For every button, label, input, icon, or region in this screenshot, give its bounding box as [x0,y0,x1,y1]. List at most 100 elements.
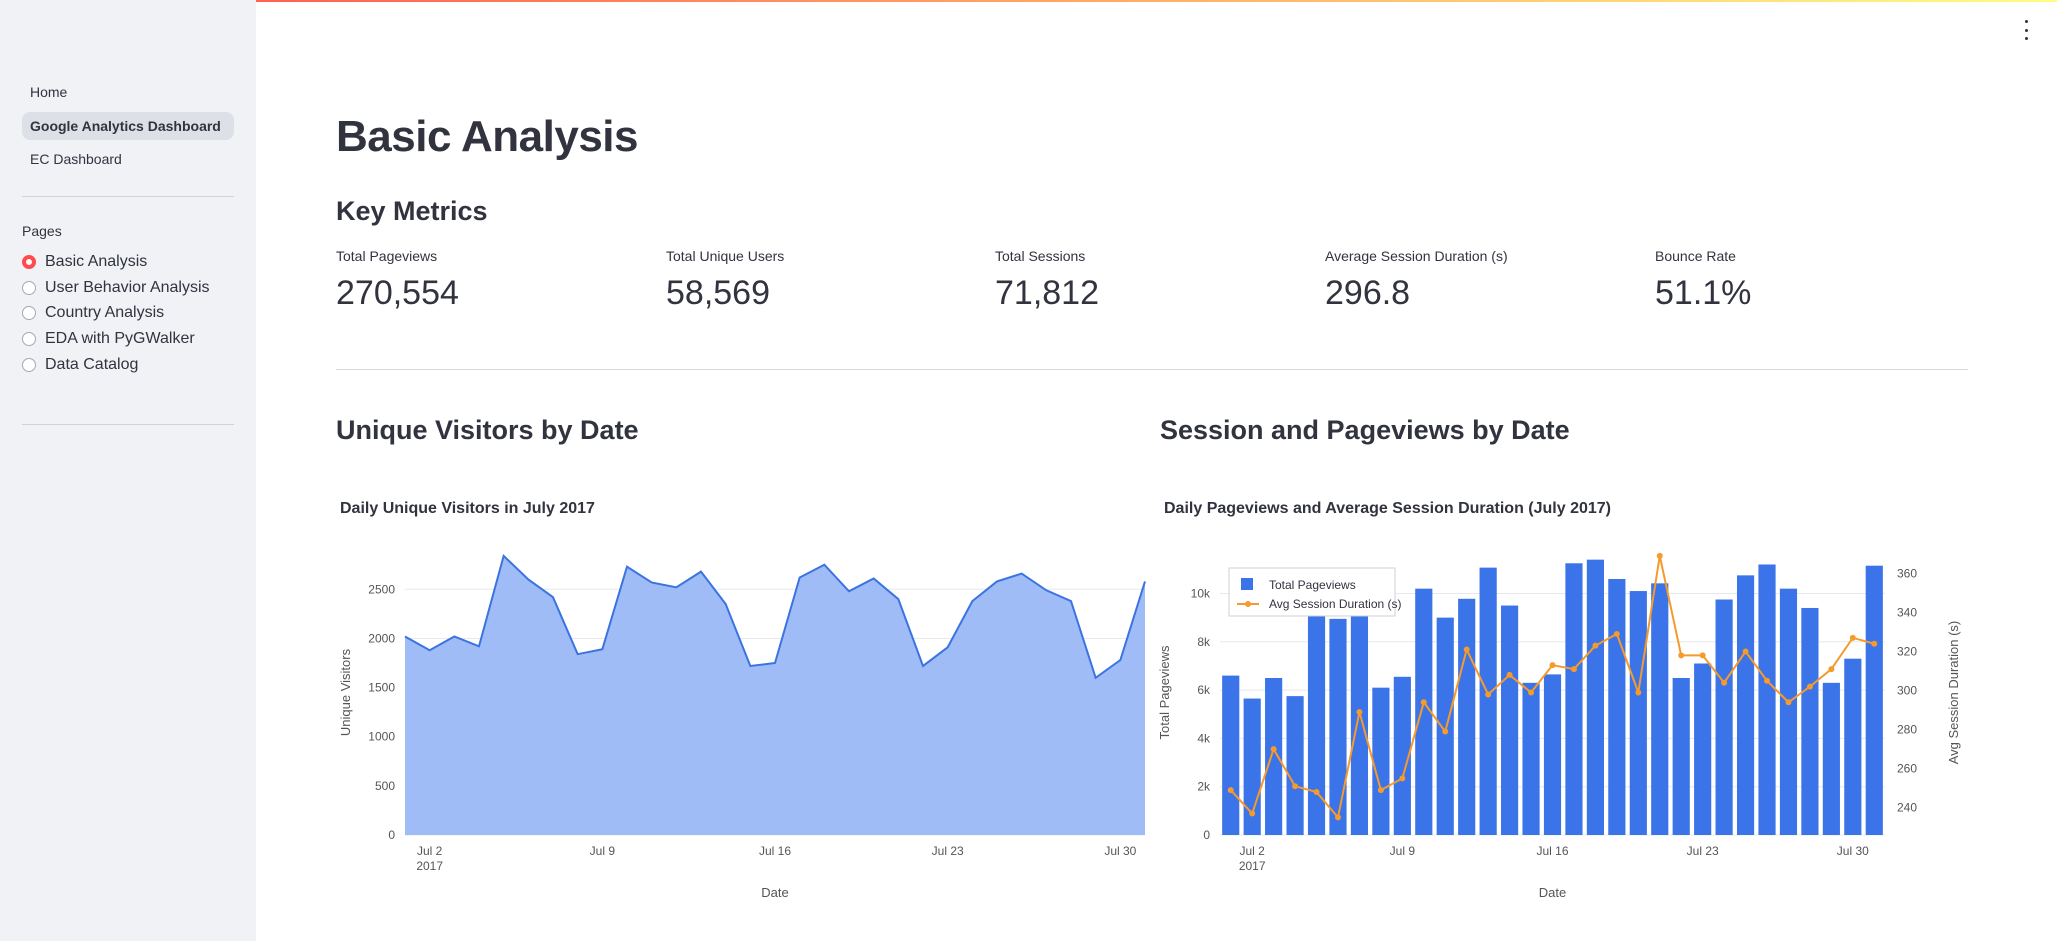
metric-value: 58,569 [666,274,770,312]
x-axis-label: Date [761,885,788,900]
radio-unselected-icon [22,358,36,372]
y-tick-label: 0 [388,828,395,842]
metric-total-pageviews: Total Pageviews 270,554 [336,248,459,313]
y-tick-label: 2500 [368,582,395,596]
radio-unselected-icon [22,306,36,320]
pageviews-bar [1286,696,1304,835]
duration-point [1806,683,1813,690]
pageviews-bar [1479,567,1497,835]
metric-label: Total Pageviews [336,248,438,264]
duration-point [1656,552,1663,559]
legend-marker-duration [1245,601,1251,607]
duration-point [1721,679,1728,686]
pageviews-bar [1844,658,1862,835]
x-tick-year-label: 2017 [416,859,443,873]
pageviews-bar [1501,605,1519,835]
y2-tick-label: 280 [1897,723,1917,737]
area-fill [405,555,1145,835]
metric-label: Total Unique Users [666,248,785,264]
y2-axis-label: Avg Session Duration (s) [1946,621,1961,765]
metric-total-unique-users: Total Unique Users 58,569 [666,248,784,313]
radio-basic-analysis[interactable]: Basic Analysis [22,251,147,273]
duration-point [1849,634,1856,641]
metric-bounce-rate: Bounce Rate 51.1% [1655,248,1751,313]
duration-point [1549,662,1556,669]
pageviews-bar [1372,687,1390,835]
y-axis-label: Unique Visitors [338,648,353,736]
x-tick-label: Jul 16 [759,844,791,858]
x-tick-label: Jul 9 [1390,844,1416,858]
pageviews-duration-combo-chart[interactable]: 0 2k 4k 6k 8k 10k 240 260 280 300 320 340 360 Jul 220… [1155,540,1975,910]
y-tick-label: 0 [1203,828,1210,842]
pageviews-bar [1865,565,1883,835]
pageviews-bar [1543,674,1562,835]
chart-title-unique-visitors: Daily Unique Visitors in July 2017 [340,500,595,517]
top-decoration-bar [0,0,2057,2]
x-tick-year-label: 2017 [1239,859,1266,873]
duration-point [1764,677,1771,684]
y-tick-label: 4k [1197,731,1211,745]
y2-tick-label: 260 [1897,762,1917,776]
radio-unselected-icon [22,332,36,346]
radio-eda-with-pygwalker[interactable]: EDA with PyGWalker [22,328,195,350]
duration-point [1270,746,1277,753]
duration-point [1785,699,1792,706]
duration-point [1356,709,1363,716]
duration-point [1420,699,1427,706]
x-axis-label: Date [1539,885,1566,900]
y-tick-label: 1000 [368,730,395,744]
page-title: Basic Analysis [336,112,639,161]
y2-tick-label: 360 [1897,566,1917,580]
sidebar-nav-google-analytics-dashboard[interactable]: Google Analytics Dashboard [22,112,234,140]
sidebar-nav-ec-dashboard[interactable]: EC Dashboard [30,151,122,167]
radio-label: Data Catalog [45,356,139,373]
radio-user-behavior-analysis[interactable]: User Behavior Analysis [22,277,210,299]
pageviews-bar [1565,563,1583,835]
pageviews-bar [1736,575,1755,835]
duration-point [1528,689,1535,696]
area-series-line [404,554,1146,680]
radio-data-catalog[interactable]: Data Catalog [22,354,138,376]
kebab-menu-icon[interactable] [2018,20,2034,40]
x-tick-label: Jul 16 [1536,844,1568,858]
duration-point [1399,775,1406,782]
pageviews-bar [1715,599,1733,835]
y2-tick-label: 320 [1897,645,1917,659]
legend-label-pageviews: Total Pageviews [1269,578,1356,592]
pageviews-bar [1415,588,1433,835]
section-divider [336,369,1968,370]
pageviews-bar [1350,610,1369,835]
duration-point [1377,787,1384,794]
x-tick-label: Jul 23 [932,844,964,858]
sidebar-nav-home[interactable]: Home [30,84,68,100]
pageviews-bar [1758,564,1776,835]
pageviews-bar [1801,607,1819,835]
x-tick-label: Jul 2 [417,844,443,858]
duration-point [1613,630,1620,637]
legend-label-duration: Avg Session Duration (s) [1269,597,1402,611]
x-tick-label: Jul 2 [1239,844,1265,858]
y-tick-label: 2000 [368,631,395,645]
pageviews-bar [1393,676,1411,835]
pageviews-bar [1222,675,1240,835]
pageviews-bar [1522,682,1540,835]
duration-point [1506,671,1513,678]
metric-label: Bounce Rate [1655,248,1736,264]
duration-point [1485,691,1492,698]
radio-label: EDA with PyGWalker [45,330,195,347]
pageviews-bar [1651,583,1669,835]
pageviews-bar [1586,559,1604,835]
pageviews-bar [1265,678,1283,835]
radio-country-analysis[interactable]: Country Analysis [22,302,164,324]
duration-point [1742,648,1749,655]
y-tick-label: 8k [1197,635,1211,649]
metric-value: 71,812 [995,274,1099,312]
chart-title-pageviews-duration: Daily Pageviews and Average Session Dura… [1164,500,1611,517]
radio-label: Country Analysis [45,304,165,321]
duration-point [1635,689,1642,696]
y-axis-label: Total Pageviews [1157,645,1172,739]
duration-point [1678,652,1685,659]
sidebar-divider [22,196,234,197]
x-tick-label: Jul 9 [590,844,616,858]
